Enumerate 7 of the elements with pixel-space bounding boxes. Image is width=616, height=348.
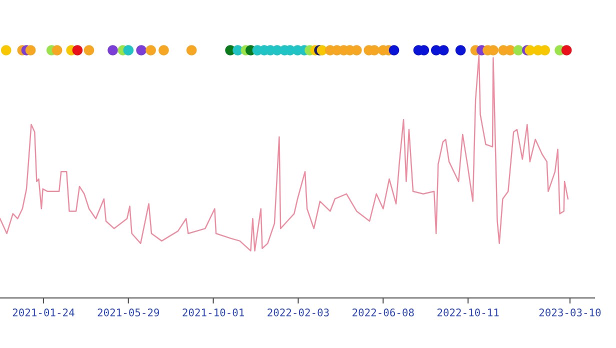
x-tick-label: 2023-03-10	[539, 308, 601, 316]
x-tick-label: 2021-10-01	[182, 308, 244, 316]
x-tick-label: 2022-06-08	[352, 308, 414, 316]
x-tick-label: 2021-01-24	[12, 308, 74, 316]
x-tick-label: 2022-10-11	[437, 308, 499, 316]
x-tick-label: 2022-02-03	[268, 308, 329, 316]
x-tick-label: 2021-05-29	[98, 308, 160, 316]
